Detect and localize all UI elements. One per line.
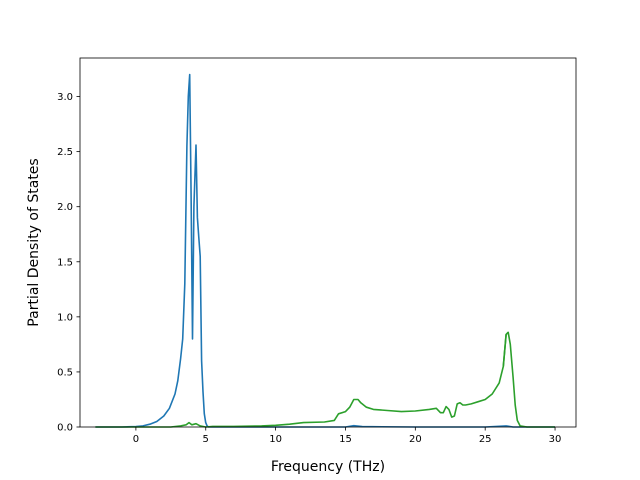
x-axis-label: Frequency (THz): [271, 459, 385, 475]
y-axis-label: Partial Density of States: [26, 158, 42, 326]
x-tick-label: 25: [479, 434, 492, 445]
y-tick-label: 1.0: [57, 312, 73, 323]
y-tick-label: 2.0: [57, 202, 73, 213]
y-tick-label: 0.0: [57, 423, 73, 434]
plot-frame: [79, 57, 577, 428]
x-tick-label: 10: [269, 434, 282, 445]
series-line-3: [502, 331, 509, 367]
y-tick-label: 2.5: [57, 147, 73, 158]
x-tick-label: 20: [409, 434, 422, 445]
x-axis-ticks: 0 5 10 15 20 25 30: [133, 427, 562, 445]
x-tick-label: 5: [203, 434, 209, 445]
y-tick-label: 1.5: [57, 257, 73, 268]
x-tick-label: 0: [133, 434, 139, 445]
x-tick-label: 30: [549, 434, 562, 445]
y-axis-ticks: 0.0 0.5 1.0 1.5 2.0 2.5 3.0: [57, 92, 80, 434]
y-tick-label: 0.5: [57, 367, 73, 378]
series-line-1: [95, 73, 555, 428]
y-tick-label: 3.0: [57, 92, 73, 103]
x-tick-label: 15: [339, 434, 352, 445]
